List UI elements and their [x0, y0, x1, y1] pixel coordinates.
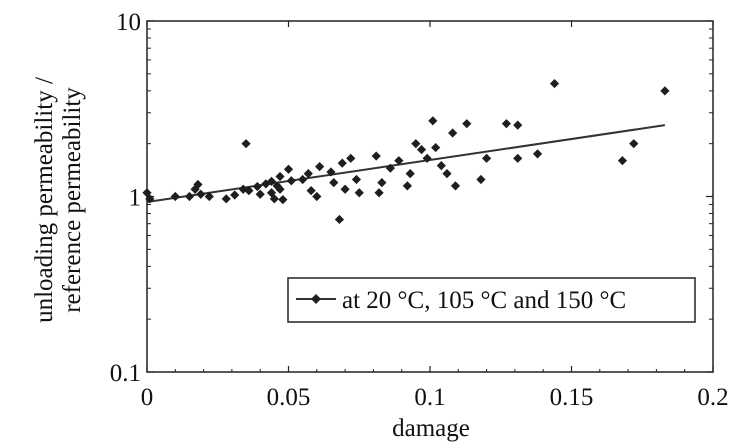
data-point: [312, 191, 322, 202]
data-point: [405, 169, 415, 179]
data-point: [402, 181, 412, 191]
legend: at 20 °C, 105 °C and 150 °C: [287, 277, 696, 323]
data-point: [351, 174, 362, 185]
data-point: [377, 178, 387, 188]
data-point: [252, 181, 262, 192]
data-point: [513, 153, 523, 163]
data-point: [428, 116, 438, 126]
data-point: [617, 156, 628, 166]
data-point: [283, 164, 294, 174]
trendline-layer: [146, 124, 666, 204]
data-point: [266, 176, 277, 186]
data-point: [482, 153, 492, 163]
data-point: [255, 189, 265, 199]
data-points: [142, 78, 670, 225]
x-tick-label: 0.05: [267, 384, 311, 411]
data-point: [204, 191, 214, 202]
data-point: [374, 188, 384, 198]
data-point: [476, 174, 486, 185]
data-point: [269, 194, 279, 204]
y-axis-title-line-1: unloading permeability /: [31, 77, 58, 323]
x-axis: 0 0.05 0.1 0.15 0.2: [141, 21, 729, 411]
data-point: [532, 149, 543, 159]
data-point: [196, 189, 206, 199]
data-point: [385, 163, 395, 173]
data-point: [266, 188, 277, 198]
data-point: [275, 184, 285, 194]
data-point: [315, 162, 325, 172]
data-point: [334, 214, 345, 225]
y-tick-label: 10: [116, 9, 141, 36]
data-point: [193, 179, 203, 190]
data-point: [422, 153, 432, 163]
data-point: [436, 160, 446, 171]
data-point: [660, 86, 670, 96]
data-point: [261, 179, 271, 189]
data-point: [286, 176, 296, 186]
data-point: [346, 153, 356, 163]
y-axis-title-line-2: reference permeability: [59, 87, 86, 313]
data-point: [244, 186, 254, 196]
y-tick-label: 1: [129, 185, 142, 212]
data-point: [303, 169, 313, 179]
data-point: [184, 191, 195, 202]
data-point: [329, 178, 339, 188]
data-point: [448, 128, 458, 138]
y-axis: 0.1 1 10: [110, 9, 713, 387]
data-point: [394, 156, 404, 166]
data-point: [278, 195, 288, 205]
data-point: [371, 151, 381, 161]
data-point: [629, 139, 639, 149]
legend-box: [287, 277, 696, 323]
data-point: [340, 184, 350, 194]
data-point: [241, 139, 251, 149]
data-point: [170, 191, 180, 202]
x-tick-label: 0: [141, 384, 154, 411]
data-point: [431, 142, 441, 153]
trendline: [146, 124, 666, 204]
data-point: [298, 174, 308, 185]
data-point: [145, 194, 155, 204]
data-point: [326, 167, 336, 177]
x-tick-label: 0.2: [697, 384, 728, 411]
data-point: [513, 120, 523, 130]
data-point: [337, 158, 347, 168]
data-point: [501, 119, 512, 129]
data-point: [230, 190, 240, 200]
x-axis-title: damage: [392, 415, 470, 442]
data-point: [549, 78, 560, 89]
data-point: [221, 194, 231, 204]
x-tick-label: 0.1: [414, 384, 445, 411]
data-point: [306, 186, 316, 196]
legend-marker-sample: [311, 294, 321, 304]
data-point: [442, 169, 452, 179]
data-point: [450, 181, 461, 191]
data-point: [416, 145, 427, 155]
data-point: [275, 171, 285, 182]
data-point: [462, 119, 472, 129]
data-point: [354, 188, 364, 198]
data-point: [411, 139, 421, 149]
x-tick-label: 0.15: [550, 384, 594, 411]
y-tick-label: 0.1: [110, 360, 141, 387]
legend-label: at 20 °C, 105 °C and 150 °C: [342, 287, 626, 314]
